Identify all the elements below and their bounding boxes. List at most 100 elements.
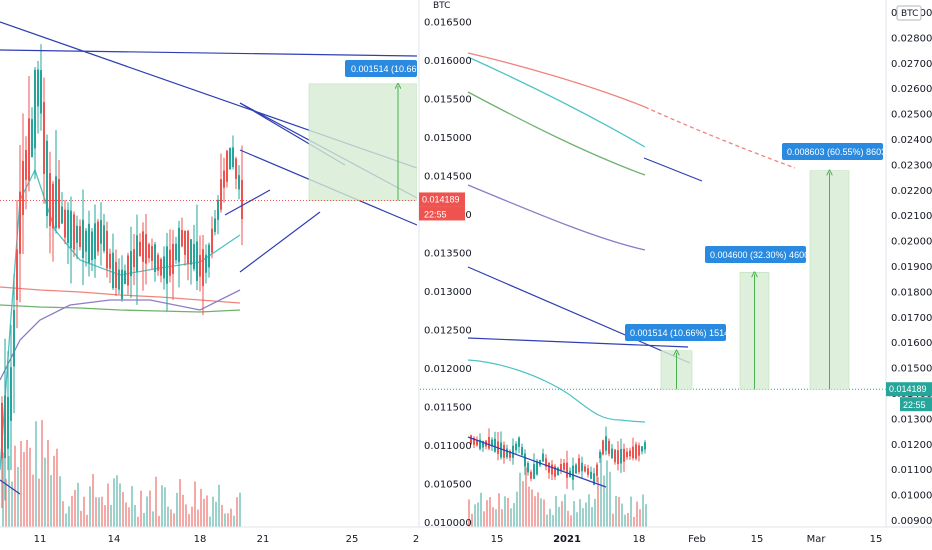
volume-bar	[588, 494, 590, 527]
candle-body	[470, 435, 472, 445]
volume-bar	[71, 495, 73, 527]
candle-body	[626, 451, 628, 457]
left-y-tick: 0.016500	[424, 18, 472, 29]
candle-body	[97, 221, 99, 252]
candle-body	[578, 458, 580, 473]
volume-bar	[570, 515, 572, 527]
candle-body	[554, 466, 556, 477]
candle-body	[136, 235, 138, 272]
candle-body	[13, 310, 15, 367]
volume-bar	[8, 455, 10, 527]
volume-bar	[633, 516, 635, 527]
right-chart-panel[interactable]: 0.001514 (10.66%) 1514 0.004600 (32.30%) …	[420, 52, 886, 527]
right-measure-label-bg	[625, 324, 726, 341]
candle-body	[25, 150, 27, 180]
right-y-tick: 0.013000	[891, 414, 932, 425]
right-x-tick: 15	[870, 534, 883, 545]
candle-body	[1, 402, 3, 459]
volume-bar	[14, 445, 16, 527]
left-trendline	[0, 479, 21, 495]
volume-bar	[507, 497, 509, 527]
candle-body	[515, 443, 517, 451]
volume-bar	[134, 504, 136, 527]
candle-body	[572, 465, 574, 480]
right-measure-label-text: 0.008603 (60.55%) 8603	[787, 147, 886, 157]
candle-body	[235, 158, 237, 179]
right-measure-label-text: 0.001514 (10.66%) 1514	[630, 328, 729, 338]
candle-body	[506, 448, 508, 458]
candle-body	[163, 256, 165, 279]
volume-bar	[504, 496, 506, 527]
candle-body	[34, 69, 36, 149]
volume-bar	[215, 501, 217, 527]
candle-body	[145, 234, 147, 264]
volume-bar	[474, 504, 476, 527]
candle-body	[151, 245, 153, 262]
candle-body	[49, 173, 51, 227]
volume-bar	[98, 497, 100, 527]
candle-body	[560, 464, 562, 472]
candle-body	[530, 471, 532, 479]
volume-bar	[495, 509, 497, 527]
volume-bar	[606, 460, 608, 527]
right-y-tick: 0.011000	[891, 465, 932, 476]
candle-body	[64, 209, 66, 238]
volume-bar	[137, 516, 139, 527]
candle-body	[190, 239, 192, 265]
candle-body	[94, 223, 96, 260]
left-y-tick: 0.015500	[424, 95, 472, 106]
candle-body	[85, 230, 87, 252]
candle-body	[202, 249, 204, 287]
volume-bar	[35, 421, 37, 527]
volume-bar	[594, 498, 596, 527]
volume-bar	[179, 479, 181, 527]
candle-body	[635, 444, 637, 459]
candle-body	[208, 244, 210, 268]
left-countdown-text: 22:55	[424, 209, 447, 219]
volume-bar	[639, 509, 641, 527]
candle-body	[217, 199, 219, 220]
volume-bar	[107, 483, 109, 527]
candle-body	[73, 214, 75, 250]
left-ma-red	[0, 286, 241, 304]
volume-bar	[612, 513, 614, 527]
candle-body	[563, 462, 565, 470]
candle-body	[232, 147, 234, 168]
candle-body	[31, 119, 33, 157]
volume-bar	[185, 504, 187, 527]
candle-body	[584, 466, 586, 472]
volume-bar	[161, 485, 163, 527]
candle-body	[545, 458, 547, 467]
candle-body	[241, 180, 243, 220]
volume-bar	[471, 513, 473, 527]
left-y-tick: 0.010500	[424, 480, 472, 491]
candle-body	[614, 449, 616, 463]
candle-body	[500, 442, 502, 458]
volume-bar	[546, 514, 548, 527]
volume-bar	[218, 484, 220, 527]
volume-bar	[615, 495, 617, 527]
right-trendline	[643, 157, 703, 182]
left-chart-panel[interactable]: 0.001514 (10.66%)	[0, 21, 428, 527]
volume-bar	[173, 513, 175, 527]
volume-bar	[233, 515, 235, 527]
volume-bar	[50, 475, 52, 527]
right-ma-cyan	[467, 56, 646, 148]
volume-bar	[525, 467, 527, 527]
right-axis-unit-badge	[896, 5, 922, 21]
volume-bar	[522, 481, 524, 527]
candle-body	[178, 227, 180, 263]
candle-body	[91, 231, 93, 261]
volume-bar	[101, 496, 103, 527]
candle-body	[160, 259, 162, 276]
candle-body	[52, 183, 54, 229]
candle-body	[148, 244, 150, 259]
candle-body	[476, 440, 478, 446]
candle-body	[19, 191, 21, 254]
volume-bar	[47, 439, 49, 527]
volume-bar	[585, 502, 587, 527]
candle-body	[40, 70, 42, 114]
volume-bar	[53, 455, 55, 527]
